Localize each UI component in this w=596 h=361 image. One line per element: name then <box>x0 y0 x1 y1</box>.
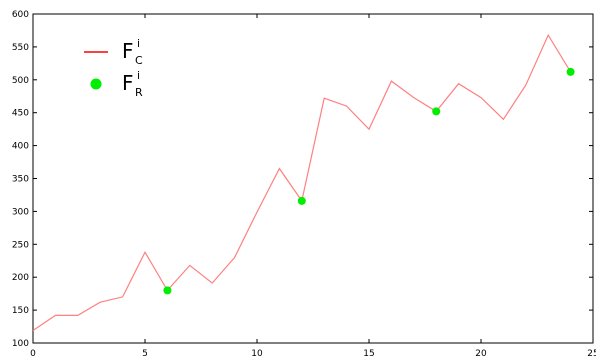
legend-sub-fc: C <box>135 54 143 67</box>
legend: F i C F i R <box>84 37 143 99</box>
y-tick-label: 500 <box>12 76 29 86</box>
legend-label-fr: F <box>122 71 134 95</box>
y-tick-label: 150 <box>12 306 29 316</box>
y-tick-label: 250 <box>12 240 29 250</box>
y-tick-label: 200 <box>12 273 29 283</box>
axis-tick-labels: 0 5 10 15 20 25 100 150 200 250 300 350 400 450 500 550… <box>12 10 596 359</box>
data-point-fr <box>566 67 575 76</box>
data-point-fr <box>163 286 172 295</box>
y-tick-label: 550 <box>12 43 29 53</box>
legend-sup-fc: i <box>137 37 140 50</box>
data-point-fr <box>297 196 306 205</box>
x-tick-label: 0 <box>30 349 36 359</box>
legend-label-fc: F <box>122 39 134 63</box>
plot-area <box>32 13 594 344</box>
x-tick-label: 5 <box>142 349 148 359</box>
y-tick-label: 350 <box>12 175 29 185</box>
x-tick-label: 20 <box>475 349 487 359</box>
y-tick-label: 400 <box>12 142 29 152</box>
legend-sup-fr: i <box>137 69 140 82</box>
legend-sub-fr: R <box>135 86 143 99</box>
y-tick-label: 600 <box>12 10 29 20</box>
x-tick-label: 15 <box>363 349 374 359</box>
series-layer <box>32 33 575 331</box>
y-tick-label: 100 <box>12 339 29 349</box>
x-tick-label: 25 <box>587 349 596 359</box>
data-point-fr <box>432 107 441 116</box>
y-tick-label: 450 <box>12 109 29 119</box>
y-tick-label: 300 <box>12 207 29 217</box>
x-tick-label: 10 <box>251 349 263 359</box>
legend-marker-swatch <box>90 78 102 90</box>
axis-ticks <box>32 13 594 344</box>
